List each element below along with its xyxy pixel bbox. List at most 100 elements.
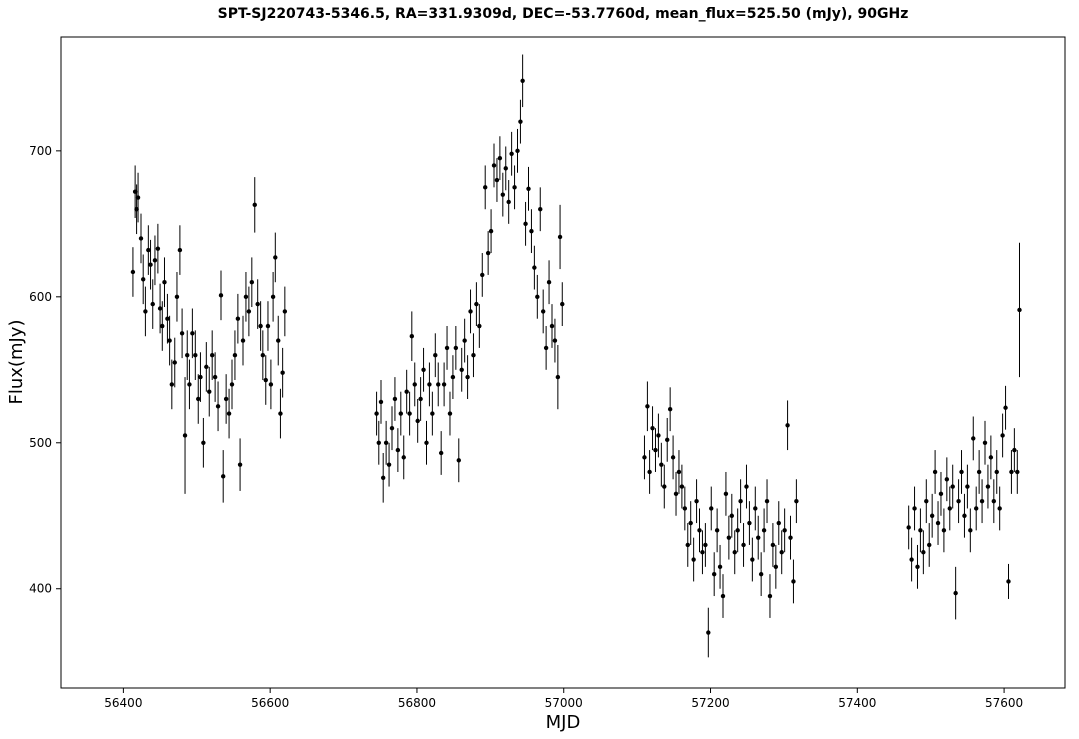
- data-point: [776, 520, 781, 526]
- data-point: [169, 382, 175, 387]
- data-point: [915, 564, 920, 570]
- data-point: [938, 491, 944, 497]
- data-point: [523, 221, 528, 227]
- data-point: [532, 265, 537, 270]
- data-point: [378, 399, 384, 405]
- data-point: [459, 367, 464, 372]
- data-point: [994, 469, 999, 475]
- data-point: [456, 458, 461, 463]
- data-point: [252, 202, 257, 208]
- data-point: [474, 301, 479, 307]
- data-point: [653, 447, 658, 453]
- data-point: [706, 630, 711, 635]
- data-point: [976, 469, 982, 475]
- data-point: [500, 192, 506, 197]
- data-point: [430, 411, 435, 416]
- data-point: [246, 309, 252, 314]
- data-point: [424, 440, 429, 445]
- data-point: [744, 484, 749, 489]
- data-point: [932, 469, 938, 475]
- data-point: [265, 323, 271, 329]
- data-point: [549, 323, 555, 329]
- data-point: [968, 528, 973, 533]
- x-axis-label: MJD: [546, 712, 581, 733]
- data-point: [148, 262, 153, 267]
- data-point: [268, 382, 274, 387]
- data-point: [665, 437, 670, 443]
- data-point: [670, 455, 676, 460]
- data-point: [785, 423, 790, 428]
- data-point: [773, 564, 779, 570]
- data-point: [959, 469, 964, 475]
- data-point: [1009, 469, 1014, 475]
- data-point: [243, 294, 249, 300]
- data-point: [729, 513, 735, 518]
- data-point: [552, 338, 558, 343]
- data-point: [753, 506, 758, 511]
- data-point: [518, 119, 523, 124]
- data-point: [386, 462, 392, 467]
- data-point: [761, 528, 767, 533]
- data-point: [421, 367, 426, 372]
- data-point: [483, 185, 488, 190]
- data-point: [146, 247, 151, 253]
- data-point: [485, 250, 491, 256]
- data-point: [659, 462, 664, 467]
- data-point: [212, 374, 218, 380]
- data-point: [376, 440, 381, 445]
- data-point: [973, 506, 979, 511]
- data-point: [782, 528, 787, 533]
- data-point: [791, 579, 796, 584]
- data-point: [767, 593, 773, 599]
- data-point: [441, 382, 447, 387]
- data-point: [694, 498, 699, 504]
- data-point: [453, 345, 459, 351]
- data-point: [935, 520, 941, 526]
- data-point: [515, 148, 520, 154]
- data-point: [538, 207, 543, 212]
- data-point: [732, 550, 737, 555]
- data-point: [255, 301, 260, 307]
- data-point: [982, 440, 988, 445]
- y-tick-label: 700: [29, 144, 52, 158]
- data-point: [965, 484, 970, 489]
- data-point: [685, 542, 690, 548]
- data-point: [433, 353, 438, 358]
- data-point: [480, 272, 485, 278]
- data-point: [691, 557, 696, 562]
- data-point: [703, 542, 708, 548]
- data-point: [395, 447, 401, 453]
- data-point: [758, 571, 764, 577]
- data-point: [240, 338, 246, 343]
- data-point: [947, 506, 952, 511]
- data-point: [447, 411, 453, 416]
- data-point: [779, 550, 784, 555]
- data-point: [679, 484, 685, 489]
- data-point: [130, 269, 136, 275]
- y-tick-label: 500: [29, 436, 52, 450]
- data-point: [207, 389, 212, 394]
- data-point: [185, 353, 190, 358]
- data-point: [282, 309, 288, 314]
- data-point: [179, 331, 185, 336]
- data-point: [543, 345, 549, 351]
- data-point: [764, 498, 770, 504]
- data-point: [260, 353, 266, 358]
- data-point: [717, 564, 723, 570]
- data-point: [1017, 307, 1022, 313]
- data-point: [471, 353, 476, 358]
- data-point: [450, 374, 456, 380]
- data-point: [956, 498, 961, 504]
- data-point: [535, 294, 540, 300]
- data-point: [407, 411, 412, 416]
- data-point: [509, 151, 514, 156]
- x-tick-label: 57000: [545, 696, 583, 710]
- data-point: [540, 309, 546, 314]
- y-tick-label: 400: [29, 582, 52, 596]
- data-point: [190, 331, 195, 336]
- data-point: [557, 234, 563, 240]
- data-point: [962, 513, 967, 518]
- data-point: [273, 255, 278, 260]
- data-point: [560, 301, 565, 307]
